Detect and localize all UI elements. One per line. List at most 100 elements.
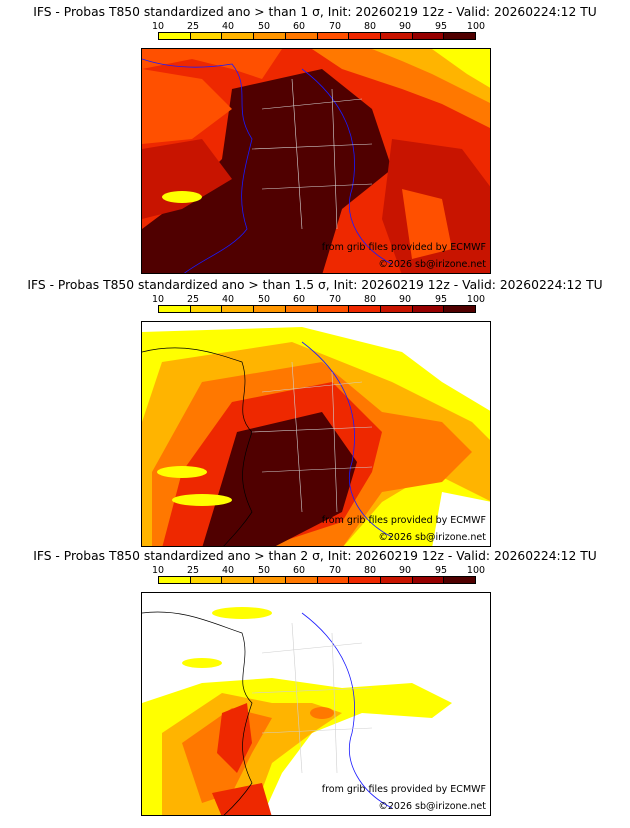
copyright: ©2026 sb@irizone.net [378, 532, 486, 543]
map-field [212, 783, 272, 815]
map-field [172, 494, 232, 506]
forecast-panel-1sigma: IFS - Probas T850 standardized ano > tha… [0, 4, 630, 274]
legend-swatch [317, 33, 350, 39]
legend-swatch [254, 306, 286, 312]
legend-swatch [190, 577, 223, 583]
legend-swatch [190, 306, 223, 312]
legend-swatch [380, 33, 413, 39]
legend-tick: 90 [398, 294, 412, 305]
panel-title: IFS - Probas T850 standardized ano > tha… [33, 5, 597, 19]
legend-tick: 100 [466, 21, 486, 32]
map-svg [142, 322, 490, 546]
color-legend [158, 305, 476, 313]
legend-swatch [317, 577, 350, 583]
legend-swatch [159, 577, 191, 583]
legend-tick: 25 [186, 565, 200, 576]
map-field [157, 466, 207, 478]
legend-swatch [190, 33, 223, 39]
department-borders [251, 78, 373, 230]
map-field [212, 607, 272, 619]
panel-title: IFS - Probas T850 standardized ano > tha… [33, 549, 597, 563]
legend-tick: 80 [363, 294, 377, 305]
map-field [142, 69, 392, 273]
map-field [182, 658, 222, 668]
source-credit: from grib files provided by ECMWF [321, 515, 486, 526]
legend-tick: 25 [186, 294, 200, 305]
legend-tick: 90 [398, 565, 412, 576]
forecast-panel-2sigma: IFS - Probas T850 standardized ano > tha… [0, 548, 630, 818]
probability-map: from grib files provided by ECMWF ©2026 … [141, 321, 491, 547]
legend-swatch [285, 33, 318, 39]
legend-tick: 95 [434, 565, 448, 576]
legend-swatch [412, 577, 445, 583]
legend-swatch [380, 306, 413, 312]
source-credit: from grib files provided by ECMWF [321, 784, 486, 795]
legend-swatch [222, 33, 255, 39]
forecast-panel-1-5sigma: IFS - Probas T850 standardized ano > tha… [0, 277, 630, 547]
coastline [142, 611, 253, 815]
legend-tick: 60 [292, 21, 306, 32]
river [301, 341, 393, 538]
legend-tick: 10 [151, 294, 165, 305]
legend-swatch [222, 306, 255, 312]
river [301, 68, 393, 265]
color-legend [158, 32, 476, 40]
legend-swatch [444, 306, 476, 312]
copyright: ©2026 sb@irizone.net [378, 801, 486, 812]
legend-swatch [349, 306, 381, 312]
legend-tick: 80 [363, 21, 377, 32]
river [301, 612, 393, 809]
legend-tick: 70 [328, 294, 342, 305]
legend-swatch [254, 577, 286, 583]
source-credit: from grib files provided by ECMWF [321, 242, 486, 253]
legend-tick: 40 [221, 294, 235, 305]
legend-tick: 50 [257, 565, 271, 576]
legend-tick: 10 [151, 565, 165, 576]
legend-tick: 95 [434, 294, 448, 305]
legend-swatch [349, 577, 381, 583]
legend-swatch [317, 306, 350, 312]
department-borders [251, 622, 373, 774]
map-field [402, 189, 452, 259]
legend-tick-labels: 10 25 40 50 60 70 80 90 95 100 [152, 565, 485, 576]
legend-tick: 100 [466, 565, 486, 576]
legend-swatch [159, 306, 191, 312]
legend-tick: 60 [292, 565, 306, 576]
legend-tick: 50 [257, 294, 271, 305]
map-field [202, 412, 357, 546]
copyright: ©2026 sb@irizone.net [378, 259, 486, 270]
legend-tick: 60 [292, 294, 306, 305]
coastline [142, 58, 253, 273]
legend-tick: 80 [363, 565, 377, 576]
legend-swatch [159, 33, 191, 39]
map-field [432, 49, 490, 88]
map-field [142, 69, 232, 144]
legend-swatch [412, 33, 445, 39]
legend-swatch [254, 33, 286, 39]
map-field [310, 707, 334, 719]
probability-map: from grib files provided by ECMWF ©2026 … [141, 592, 491, 816]
color-legend [158, 576, 476, 584]
legend-swatch [285, 577, 318, 583]
legend-swatch [349, 33, 381, 39]
legend-tick: 25 [186, 21, 200, 32]
legend-tick-labels: 10 25 40 50 60 70 80 90 95 100 [152, 294, 485, 305]
legend-tick: 70 [328, 21, 342, 32]
legend-tick: 10 [151, 21, 165, 32]
map-field [432, 492, 490, 546]
legend-swatch [444, 577, 476, 583]
map-field [142, 49, 490, 128]
department-borders [251, 361, 373, 513]
probability-map: from grib files provided by ECMWF ©2026 … [141, 48, 491, 274]
legend-tick: 40 [221, 21, 235, 32]
coastline [142, 347, 253, 546]
legend-tick: 95 [434, 21, 448, 32]
map-field [162, 191, 202, 203]
legend-tick: 70 [328, 565, 342, 576]
legend-tick: 40 [221, 565, 235, 576]
legend-tick: 50 [257, 21, 271, 32]
legend-swatch [222, 577, 255, 583]
panel-title: IFS - Probas T850 standardized ano > tha… [27, 278, 603, 292]
map-svg [142, 49, 490, 273]
legend-tick: 90 [398, 21, 412, 32]
